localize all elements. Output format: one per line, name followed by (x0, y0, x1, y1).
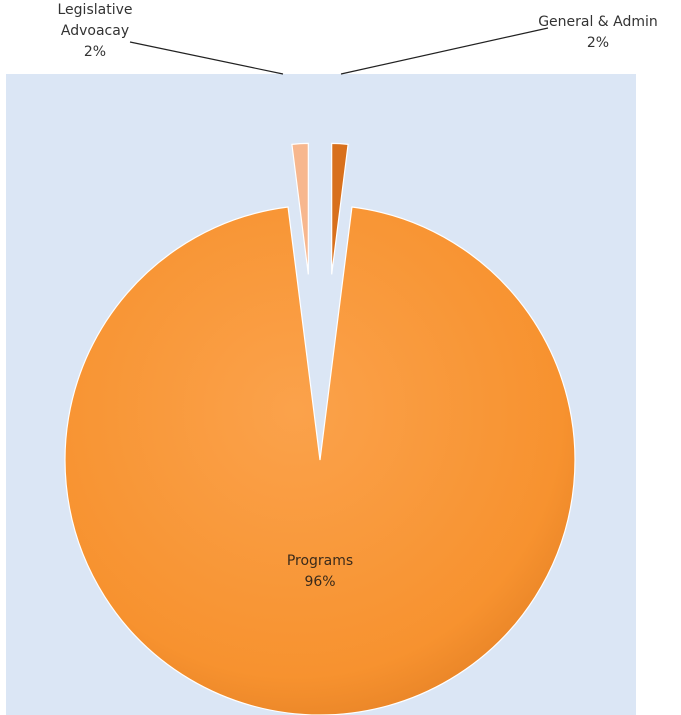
pie-slice-1 (64, 206, 576, 715)
pie-slice-2 (291, 142, 309, 275)
slice-label-3: General & Admin 2% (538, 14, 658, 51)
slice-labels: Programs 96% Legislative Advoacay 2% General … (58, 2, 658, 590)
leader-lines (129, 27, 549, 75)
leader-line-3 (340, 27, 549, 75)
slice-label-2: Legislative Advoacay 2% (58, 2, 133, 60)
slice-label-1: Programs 96% (287, 553, 353, 590)
pie-slices (64, 142, 576, 715)
leader-line-2 (129, 41, 284, 75)
pie-slice-3 (331, 142, 349, 275)
